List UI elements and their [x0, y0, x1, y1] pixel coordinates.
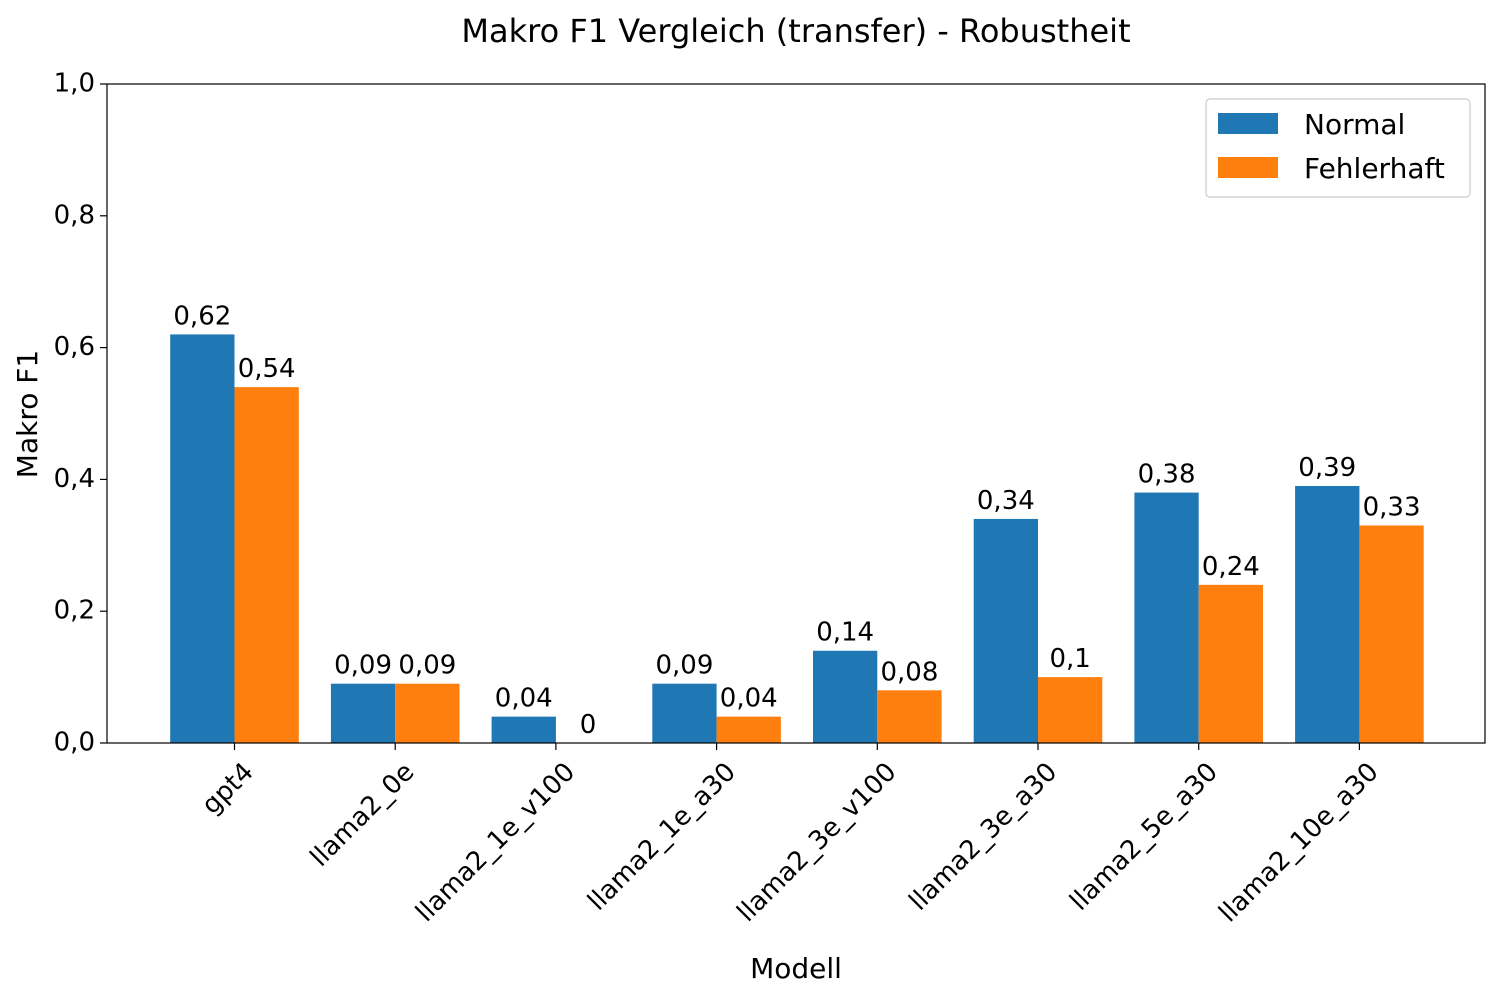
x-tick-label-llama2_5e_a30: llama2_5e_a30: [1064, 757, 1224, 917]
y-tick-label-1-0: 1,0: [54, 69, 95, 99]
legend-label-normal: Normal: [1304, 108, 1405, 141]
y-tick-label-0-0: 0,0: [54, 728, 95, 758]
bar-fehlerhaft-llama2_10e_a30: [1359, 525, 1424, 743]
bar-normal-llama2_3e_a30: [973, 518, 1038, 743]
bar-normal-llama2_1e_v100: [491, 716, 556, 743]
data-label-fehlerhaft-llama2_1e_a30: 0,04: [720, 684, 778, 714]
data-label-normal-llama2_3e_v100: 0,14: [816, 618, 874, 648]
y-tick-label-0-2: 0,2: [54, 596, 95, 626]
x-tick-label-llama2_0e: llama2_0e: [305, 757, 421, 873]
bar-fehlerhaft-llama2_3e_v100: [877, 690, 942, 743]
bar-normal-llama2_0e: [330, 683, 396, 743]
legend: Normal Fehlerhaft: [1205, 98, 1471, 198]
data-label-normal-gpt4: 0,62: [173, 301, 231, 331]
x-tick-label-gpt4: gpt4: [196, 757, 259, 820]
data-label-fehlerhaft-llama2_5e_a30: 0,24: [1202, 552, 1260, 582]
data-label-fehlerhaft-llama2_1e_v100: 0: [580, 710, 597, 740]
bar-fehlerhaft-llama2_5e_a30: [1198, 584, 1263, 743]
bar-normal-llama2_3e_v100: [813, 650, 878, 743]
y-tick-label-0-4: 0,4: [54, 464, 95, 494]
data-label-fehlerhaft-llama2_3e_a30: 0,1: [1049, 644, 1090, 674]
y-axis-label: Makro F1: [11, 350, 44, 478]
x-tick-label-llama2_10e_a30: llama2_10e_a30: [1213, 757, 1384, 928]
data-label-fehlerhaft-llama2_10e_a30: 0,33: [1363, 493, 1421, 523]
chart-title: Makro F1 Vergleich (transfer) - Robusthe…: [461, 12, 1130, 50]
x-tick-label-llama2_3e_v100: llama2_3e_v100: [732, 757, 903, 928]
data-label-normal-llama2_0e: 0,09: [334, 651, 392, 681]
bar-normal-llama2_10e_a30: [1295, 485, 1360, 743]
data-label-normal-llama2_1e_a30: 0,09: [656, 651, 714, 681]
data-labels-group: 0,620,540,09 0,090,0400,090,040,140,080,3…: [173, 301, 1420, 740]
bars-group: [170, 334, 1424, 743]
x-tick-label-llama2_3e_a30: llama2_3e_a30: [904, 757, 1064, 917]
data-label-normal-llama2_5e_a30: 0,38: [1138, 460, 1196, 490]
bar-normal-gpt4: [170, 334, 235, 743]
y-axis: 0,0 0,2 0,4 0,6 0,8 1,0: [54, 69, 107, 758]
y-tick-label-0-6: 0,6: [54, 332, 95, 362]
data-label-normal-llama2_1e_v100: 0,04: [495, 684, 553, 714]
bar-normal-llama2_5e_a30: [1134, 492, 1199, 743]
data-label-fehlerhaft-llama2_3e_v100: 0,08: [881, 657, 939, 687]
y-tick-label-0-8: 0,8: [54, 200, 95, 230]
data-label-fehlerhaft-llama2_0e: 0,09: [398, 651, 456, 681]
data-label-fehlerhaft-gpt4: 0,54: [238, 354, 296, 384]
legend-swatch-fehlerhaft: [1218, 157, 1278, 178]
x-tick-label-llama2_1e_v100: llama2_1e_v100: [410, 757, 581, 928]
bar-normal-llama2_1e_a30: [652, 683, 717, 743]
bar-fehlerhaft-llama2_1e_a30: [716, 716, 781, 743]
bar-fehlerhaft-llama2_0e: [395, 683, 460, 743]
x-axis-label: Modell: [750, 952, 842, 985]
plot-area-frame: [106, 83, 1486, 744]
legend-label-fehlerhaft: Fehlerhaft: [1304, 152, 1445, 185]
x-tick-label-llama2_1e_a30: llama2_1e_a30: [582, 757, 742, 917]
bar-fehlerhaft-llama2_3e_a30: [1038, 677, 1103, 743]
data-label-normal-llama2_3e_a30: 0,34: [977, 486, 1035, 516]
data-label-normal-llama2_10e_a30: 0,39: [1298, 453, 1356, 483]
legend-swatch-normal: [1218, 113, 1278, 134]
bar-fehlerhaft-gpt4: [234, 387, 299, 743]
